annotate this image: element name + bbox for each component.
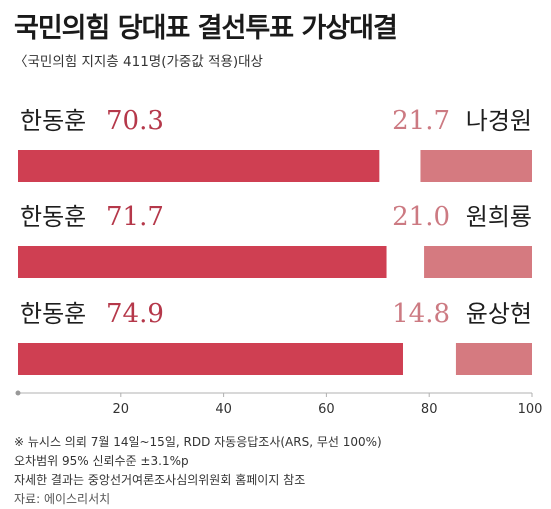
footer: ※ 뉴시스 의뢰 7월 14일~15일, RDD 자동응답조사(ARS, 무선 …	[14, 433, 382, 509]
candidate-name-left: 한동훈	[20, 107, 86, 135]
value-label-right: 14.8	[392, 299, 450, 329]
margin-of-error-note: 오차범위 95% 신뢰수준 ±3.1%p	[14, 454, 189, 468]
candidate-name-right: 윤상현	[466, 300, 532, 328]
bar-chart: 한동훈 70.3 나경원 21.7 한동훈 71.7 원희룡 21.0 한동훈 74.9 윤상현 14…	[15, 106, 543, 417]
x-tick-label: 20	[113, 402, 130, 417]
value-label-left: 74.9	[106, 299, 164, 329]
candidate-name-right: 원희룡	[466, 203, 532, 231]
value-label-left: 70.3	[106, 106, 164, 136]
bar-left	[18, 150, 380, 182]
reference-note: 자세한 결과는 중앙선거여론조사심의위원회 홈페이지 참조	[14, 473, 306, 487]
bar-left	[18, 343, 403, 375]
chart-subtitle: 〈국민의힘 지지층 411명(가중값 적용)대상	[14, 54, 263, 70]
candidate-name-left: 한동훈	[20, 203, 86, 231]
bar-left	[18, 246, 387, 278]
bar-right	[455, 343, 532, 375]
value-label-right: 21.0	[392, 202, 450, 232]
x-tick-label: 60	[318, 402, 335, 417]
bar-right	[424, 246, 532, 278]
value-label-right: 21.7	[392, 106, 450, 136]
x-tick-label: 100	[518, 402, 543, 417]
x-axis-origin	[15, 390, 21, 396]
bar-right	[420, 150, 532, 182]
source-note: 자료: 에이스리서치	[14, 492, 111, 506]
candidate-name-right: 나경원	[466, 107, 532, 135]
x-tick-label: 40	[215, 402, 232, 417]
value-label-left: 71.7	[106, 202, 164, 232]
chart-title: 국민의힘 당대표 결선투표 가상대결	[14, 13, 398, 44]
x-tick-label: 80	[421, 402, 438, 417]
candidate-name-left: 한동훈	[20, 300, 86, 328]
survey-note: ※ 뉴시스 의뢰 7월 14일~15일, RDD 자동응답조사(ARS, 무선 …	[14, 435, 382, 449]
